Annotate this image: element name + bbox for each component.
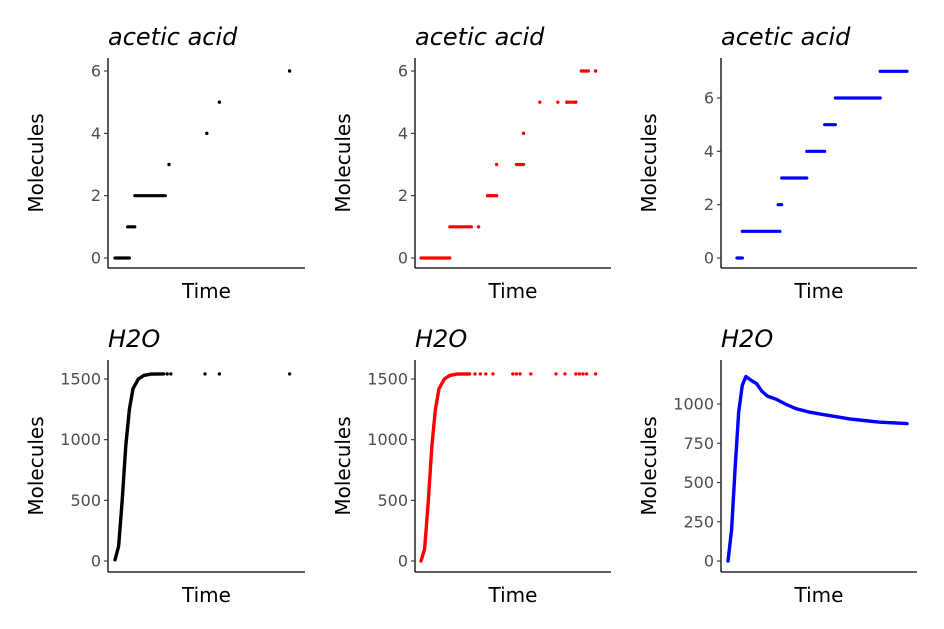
y-axis-label: Molecules <box>331 416 355 515</box>
x-axis-label: Time <box>181 279 231 303</box>
data-point <box>581 372 585 376</box>
y-axis-label: Molecules <box>24 113 48 212</box>
y-tick-label: 1000 <box>60 430 101 449</box>
x-axis-label: Time <box>488 279 538 303</box>
data-point <box>203 372 207 376</box>
data-point <box>485 193 490 198</box>
panel-title: H2O <box>721 325 773 353</box>
data-point <box>478 372 483 376</box>
data-point <box>473 372 477 376</box>
y-tick-label: 1500 <box>60 370 101 389</box>
y-tick-label: 500 <box>70 491 101 510</box>
y-tick-label: 0 <box>91 249 101 268</box>
y-tick-label: 500 <box>683 473 714 492</box>
data-point <box>489 193 493 198</box>
y-tick-label: 0 <box>704 552 714 571</box>
y-tick-label: 0 <box>398 552 408 571</box>
data-point <box>584 372 589 376</box>
y-tick-label: 6 <box>91 62 101 81</box>
y-tick-label: 1500 <box>367 370 408 389</box>
data-point <box>514 372 519 376</box>
data-point <box>217 100 222 104</box>
data-point <box>554 372 558 376</box>
panel-6: H2O 0 250 500 750 1000 Time Molecules <box>637 325 917 607</box>
data-point <box>556 100 560 104</box>
y-tick-label: 4 <box>704 142 714 161</box>
data-point <box>205 131 209 136</box>
data-point <box>521 131 526 136</box>
data-point <box>484 372 488 376</box>
y-tick-label: 1000 <box>673 395 714 414</box>
y-tick-label: 0 <box>91 552 101 571</box>
data-point <box>494 193 499 198</box>
x-axis-label: Time <box>794 583 844 607</box>
data-point <box>563 372 567 376</box>
y-axis-label: Molecules <box>637 113 661 212</box>
data-point <box>538 100 542 104</box>
series-curve <box>419 372 472 563</box>
data-point <box>593 69 598 73</box>
y-axis-label: Molecules <box>24 416 48 515</box>
data-point <box>476 225 481 229</box>
data-point <box>593 372 598 376</box>
data-point <box>491 372 495 376</box>
x-axis-label: Time <box>488 583 538 607</box>
y-tick-label: 0 <box>398 249 408 268</box>
data-point <box>574 372 578 376</box>
data-point <box>165 372 169 376</box>
y-tick-label: 1000 <box>367 430 408 449</box>
data-point <box>217 372 222 376</box>
data-point <box>167 162 171 167</box>
y-tick-label: 250 <box>683 512 714 531</box>
data-point <box>518 372 522 376</box>
y-tick-label: 6 <box>398 62 408 81</box>
panel-4: H2O 0 500 1000 1500 Time Molecules <box>24 325 305 607</box>
y-tick-label: 2 <box>704 195 714 214</box>
panel-title: acetic acid <box>108 23 238 51</box>
panel-title: H2O <box>415 325 467 353</box>
data-point <box>169 372 173 376</box>
data-point <box>577 372 582 376</box>
data-point <box>511 372 515 376</box>
y-axis-label: Molecules <box>637 416 661 515</box>
y-tick-label: 2 <box>398 186 408 205</box>
data-point <box>574 100 578 104</box>
y-tick-label: 4 <box>398 124 408 143</box>
y-tick-label: 2 <box>91 186 101 205</box>
data-point <box>529 372 533 376</box>
panel-5: H2O 0 500 1000 1500 Time Molecules <box>331 325 611 607</box>
panel-2: acetic acid 0 2 4 6 Time Molecules <box>331 23 611 303</box>
data-point <box>287 69 292 73</box>
series-curve <box>726 374 909 563</box>
panel-title: H2O <box>108 325 160 353</box>
y-tick-label: 6 <box>704 89 714 108</box>
y-tick-label: 500 <box>377 491 408 510</box>
x-axis-label: Time <box>181 583 231 607</box>
x-axis-label: Time <box>794 279 844 303</box>
y-tick-label: 0 <box>704 249 714 268</box>
panel-3: acetic acid 0 2 4 6 Time Molecules <box>637 23 917 303</box>
data-point <box>287 372 292 376</box>
y-tick-label: 750 <box>683 434 714 453</box>
panel-1: acetic acid 0 2 4 6 Time Molecules <box>24 23 305 303</box>
panel-title: acetic acid <box>721 23 851 51</box>
data-point <box>565 100 569 104</box>
panel-title: acetic acid <box>415 23 545 51</box>
y-tick-label: 4 <box>91 124 101 143</box>
data-point <box>494 162 499 167</box>
series-curve <box>113 372 166 562</box>
y-axis-label: Molecules <box>331 113 355 212</box>
